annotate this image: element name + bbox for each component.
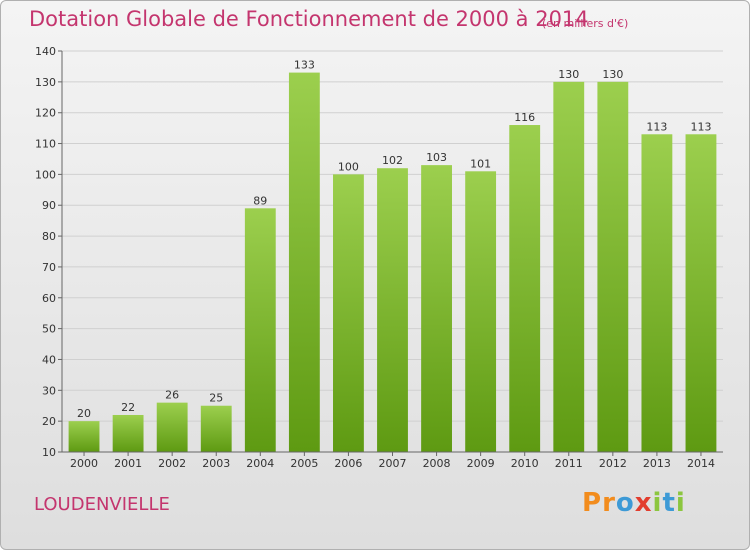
bar [112, 414, 144, 452]
bar [333, 174, 364, 452]
bar-value-label: 133 [294, 59, 315, 72]
y-tick-label: 110 [35, 138, 56, 151]
bar-value-label: 25 [209, 392, 223, 405]
commune-name: LOUDENVIELLE [34, 494, 170, 515]
y-tick-label: 70 [42, 261, 56, 274]
bar-value-label: 89 [253, 194, 267, 207]
y-tick-label: 30 [42, 384, 56, 397]
x-tick-label: 2008 [423, 457, 451, 470]
logo-letter: x [634, 488, 653, 518]
logo-letter: i [652, 488, 663, 518]
bar [156, 402, 188, 452]
bar [685, 134, 717, 453]
y-tick-label: 20 [42, 415, 56, 428]
bar-value-label: 20 [77, 407, 91, 420]
bar-value-label: 101 [470, 157, 491, 170]
bar [465, 171, 497, 453]
bar-value-label: 26 [165, 389, 179, 402]
bar-value-label: 113 [690, 120, 711, 133]
bar-value-label: 130 [558, 68, 579, 81]
logo-letter: r [602, 488, 616, 518]
bar-value-label: 22 [121, 401, 135, 414]
x-tick-label: 2010 [511, 457, 539, 470]
bar [244, 208, 276, 452]
bar-value-labels: 20 22 26 25 89 133 100 102 103 101 116 130 130 113 113 [77, 59, 711, 421]
y-tick-label: 120 [35, 107, 56, 120]
bar [200, 405, 232, 452]
proxiti-logo: Proxiti [582, 488, 686, 518]
x-tick-label: 2009 [467, 457, 495, 470]
chart-unit: (en milliers d'€) [542, 17, 629, 30]
y-tick-label: 130 [35, 76, 56, 89]
bar [597, 81, 629, 452]
chart-title: Dotation Globale de Fonctionnement de 20… [29, 7, 589, 31]
bar [553, 81, 585, 452]
y-tick-label: 50 [42, 323, 56, 336]
bar-value-label: 102 [382, 154, 403, 167]
y-tick-label: 10 [42, 446, 56, 459]
x-tick-label: 2004 [246, 457, 274, 470]
bar-value-label: 130 [602, 68, 623, 81]
x-tick-label: 2006 [334, 457, 362, 470]
logo-letter: i [675, 488, 686, 518]
bar-value-label: 113 [646, 120, 667, 133]
y-tick-label: 100 [35, 168, 56, 181]
bar [509, 125, 541, 453]
y-tick-label: 140 [35, 45, 56, 58]
y-tick-label: 40 [42, 353, 56, 366]
x-tick-label: 2003 [202, 457, 230, 470]
x-tick-label: 2005 [290, 457, 318, 470]
x-tick-label: 2007 [379, 457, 407, 470]
logo-letter: o [615, 488, 635, 518]
logo-letter: P [582, 488, 603, 518]
bar [68, 421, 100, 452]
bar [288, 72, 320, 452]
x-tick-label: 2013 [643, 457, 671, 470]
logo-letter: t [662, 488, 676, 518]
y-tick-label: 90 [42, 199, 56, 212]
bars [68, 72, 717, 453]
bar-value-label: 116 [514, 111, 535, 124]
x-tick-label: 2011 [555, 457, 583, 470]
axes: 10 20 30 40 50 60 70 80 90 100 110 120 130 140 2000 200… [35, 45, 723, 470]
y-tick-label: 80 [42, 230, 56, 243]
bar [421, 165, 452, 452]
x-tick-label: 2014 [687, 457, 715, 470]
x-tick-label: 2001 [114, 457, 142, 470]
bar-value-label: 103 [426, 151, 447, 164]
bar [641, 134, 673, 453]
x-tick-label: 2012 [599, 457, 627, 470]
y-tick-label: 60 [42, 292, 56, 305]
bar [377, 168, 408, 452]
bar-value-label: 100 [338, 160, 359, 173]
x-tick-label: 2002 [158, 457, 186, 470]
x-tick-label: 2000 [70, 457, 98, 470]
